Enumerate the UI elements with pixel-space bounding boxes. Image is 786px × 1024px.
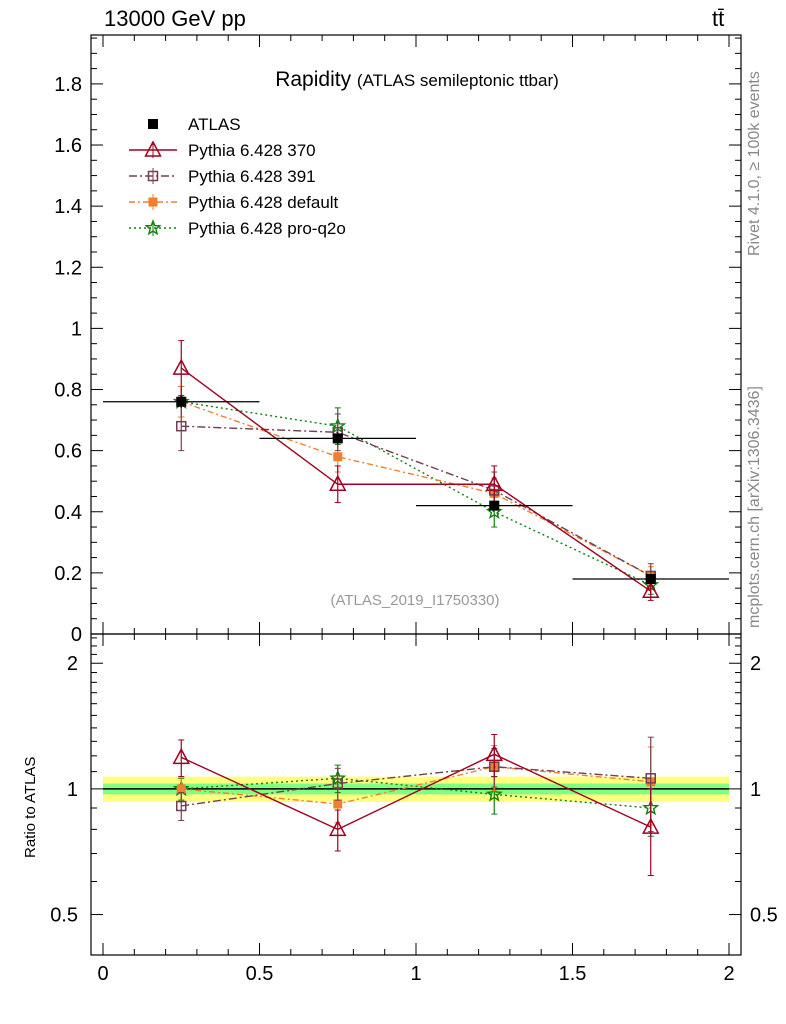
legend-marker	[148, 119, 158, 129]
ratio-point	[485, 744, 504, 762]
data-point	[328, 474, 347, 491]
ratio-y-tick-label: 1	[67, 779, 78, 801]
series-pythia-6-428-391	[176, 401, 656, 589]
ratio-y-tick-label-right: 0.5	[750, 905, 778, 927]
process-label: tt̄	[712, 6, 725, 31]
data-point	[485, 474, 504, 491]
ratio-y-tick-label-right: 1	[750, 779, 761, 801]
series-line	[181, 425, 652, 577]
y-tick-label: 1.8	[54, 74, 82, 96]
x-tick-label: 1	[410, 963, 421, 985]
y-tick-label: 0.8	[54, 380, 82, 402]
data-point	[332, 433, 343, 444]
data-point	[176, 420, 187, 432]
series-atlas	[103, 395, 729, 584]
ratio-series-line	[181, 777, 651, 809]
y-tick-label: 0	[71, 624, 82, 646]
ratio-point	[176, 784, 186, 794]
data-point	[485, 502, 503, 519]
data-point	[641, 581, 660, 598]
y-tick-label: 1.6	[54, 135, 82, 157]
y-tick-label: 0.4	[54, 502, 82, 524]
ratio-point	[485, 785, 503, 802]
legend-label: Pythia 6.428 391	[188, 167, 316, 186]
y-tick-label: 1.2	[54, 257, 82, 279]
legend-label: ATLAS	[188, 115, 241, 134]
data-point	[176, 396, 187, 407]
data-point	[489, 500, 500, 511]
ratio-point	[332, 778, 343, 789]
ratio-point	[176, 800, 187, 812]
ratio-point	[645, 773, 656, 784]
ratio-point	[172, 747, 191, 765]
legend-label: Pythia 6.428 pro-q2o	[188, 219, 346, 238]
y-tick-label: 1	[71, 318, 82, 340]
ratio-y-tick-label: 2	[67, 653, 78, 675]
x-tick-label: 1.5	[559, 963, 587, 985]
ratio-series-line	[181, 766, 651, 805]
energy-label: 13000 GeV pp	[104, 6, 246, 31]
ratio-y-tick-label-right: 2	[750, 653, 761, 675]
legend: ATLAS Pythia 6.428 370 Pythia 6.428 391 Pyt…	[129, 115, 346, 238]
series-line	[180, 367, 652, 592]
ratio-series-pythia-6-428-370	[172, 733, 660, 877]
analysis-id: (ATLAS_2019_I1750330)	[330, 592, 499, 609]
series-pythia-6-428-default	[176, 385, 656, 586]
data-point	[172, 358, 191, 375]
legend-marker	[144, 219, 162, 236]
legend-label: Pythia 6.428 370	[188, 141, 316, 160]
ratio-series-line	[180, 753, 652, 831]
y-tick-label: 0.6	[54, 441, 82, 463]
ratio-y-tick-label: 0.5	[50, 905, 78, 927]
series-line	[181, 401, 652, 577]
x-tick-label: 0.5	[246, 963, 274, 985]
y-tick-label: 0.2	[54, 563, 82, 585]
data-point	[645, 573, 656, 584]
x-tick-label: 0	[97, 963, 108, 985]
legend-marker	[144, 140, 162, 157]
data-point	[333, 452, 343, 462]
legend-label: Pythia 6.428 default	[188, 193, 339, 212]
x-tick-label: 2	[723, 963, 734, 985]
ratio-series-line	[181, 766, 651, 807]
ratio-point	[641, 817, 660, 834]
y-tick-label: 1.4	[54, 196, 82, 218]
series-pythia-6-428-370	[172, 340, 660, 601]
legend-marker	[148, 197, 158, 207]
ratio-point	[328, 819, 347, 837]
ratio-point	[333, 799, 343, 809]
chart-title: Rapidity (ATLAS semileptonic ttbar)	[275, 68, 559, 91]
legend-marker	[147, 170, 159, 182]
